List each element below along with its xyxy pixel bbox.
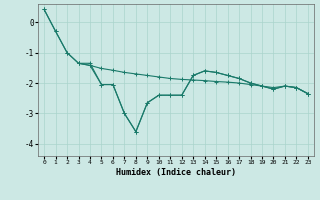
X-axis label: Humidex (Indice chaleur): Humidex (Indice chaleur) — [116, 168, 236, 177]
